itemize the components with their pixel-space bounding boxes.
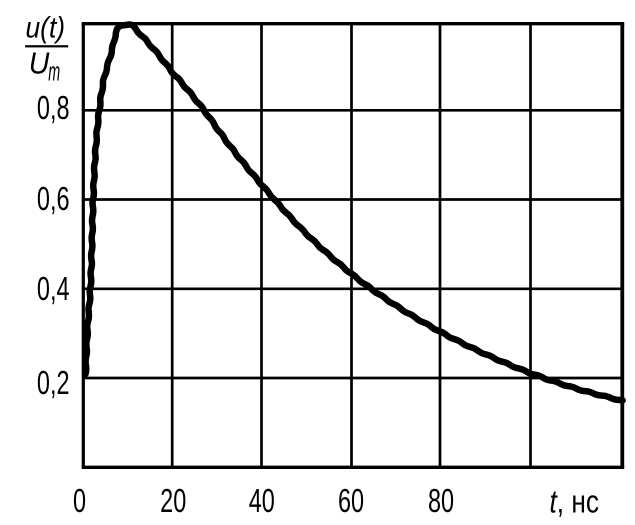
svg-text:80: 80 — [428, 483, 454, 520]
svg-text:U: U — [29, 47, 50, 81]
svg-text:0,2: 0,2 — [37, 365, 70, 402]
svg-text:t, нс: t, нс — [550, 485, 599, 520]
svg-text:60: 60 — [338, 483, 364, 520]
svg-text:m: m — [48, 58, 60, 87]
svg-text:0: 0 — [73, 483, 86, 520]
svg-text:0,4: 0,4 — [37, 271, 70, 308]
svg-text:0,6: 0,6 — [37, 181, 70, 218]
svg-text:0,8: 0,8 — [37, 90, 70, 127]
svg-text:40: 40 — [249, 483, 275, 520]
svg-text:u(t): u(t) — [26, 10, 66, 44]
svg-text:20: 20 — [160, 483, 186, 520]
